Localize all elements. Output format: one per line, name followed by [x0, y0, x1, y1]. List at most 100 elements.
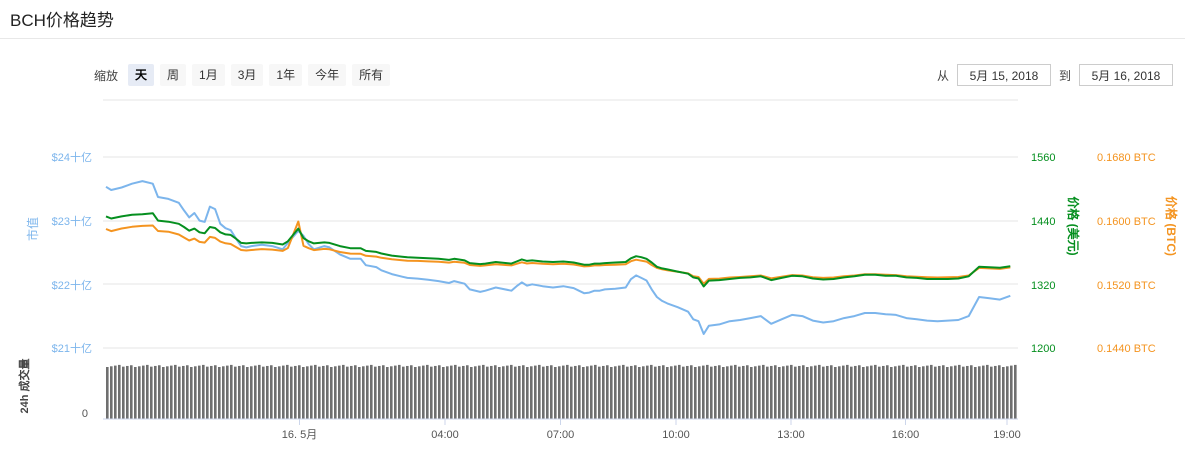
volume-bar: [1010, 365, 1013, 419]
volume-bar: [890, 367, 893, 419]
volume-bar: [286, 364, 289, 419]
volume-bar: [910, 365, 913, 419]
volume-bar: [618, 365, 621, 419]
volume-bar: [842, 365, 845, 419]
volume-bar: [382, 365, 385, 419]
date-range: 从 到: [929, 64, 1173, 86]
btc-price-line: [105, 220, 1011, 285]
btc-tick-label: 0.1440 BTC: [1097, 343, 1156, 355]
x-tick-label: 07:00: [547, 429, 575, 441]
volume-bar: [854, 365, 857, 419]
volume-bar: [154, 365, 157, 419]
volume-bar: [418, 366, 421, 419]
volume-bar: [602, 365, 605, 419]
volume-bar: [766, 366, 769, 419]
volume-bar: [442, 367, 445, 419]
zoom-button-1year[interactable]: 1年: [269, 64, 303, 86]
volume-bar: [342, 364, 345, 419]
volume-bar: [690, 365, 693, 419]
volume-bar: [522, 365, 525, 419]
volume-bar: [770, 365, 773, 419]
volume-bar: [782, 366, 785, 419]
volume-bar: [786, 365, 789, 419]
volume-bar: [610, 367, 613, 419]
zoom-button-day[interactable]: 天: [128, 64, 155, 86]
volume-bar: [458, 366, 461, 419]
zoom-button-all[interactable]: 所有: [352, 64, 391, 86]
volume-bar: [562, 365, 565, 419]
volume-bar: [274, 367, 277, 419]
volume-bar: [238, 365, 241, 419]
volume-bar: [126, 365, 129, 419]
volume-bar: [166, 366, 169, 419]
volume-bar: [1002, 367, 1005, 419]
volume-bar: [518, 365, 521, 419]
volume-bar: [422, 365, 425, 419]
volume-bar: [142, 365, 145, 419]
volume-bar: [590, 365, 593, 419]
volume-bar: [358, 367, 361, 419]
volume-bar: [670, 366, 673, 419]
zoom-button-3month[interactable]: 3月: [230, 64, 264, 86]
volume-bar: [818, 364, 821, 419]
volume-bar: [946, 367, 949, 419]
volume-bar: [778, 367, 781, 419]
volume-bar: [958, 364, 961, 419]
volume-bar: [1006, 366, 1009, 419]
volume-bar: [990, 366, 993, 419]
zoom-button-ytd[interactable]: 今年: [308, 64, 347, 86]
usd-tick-label: 1440: [1031, 216, 1055, 228]
volume-bar: [502, 366, 505, 419]
volume-bar: [446, 366, 449, 419]
to-label: 到: [1058, 68, 1071, 83]
title-divider: [0, 38, 1185, 39]
volume-bar: [686, 365, 689, 419]
volume-bar: [598, 366, 601, 419]
volume-bar: [742, 365, 745, 419]
volume-bar: [278, 366, 281, 419]
volume-bar: [754, 366, 757, 419]
volume-bar: [514, 366, 517, 419]
x-tick-label: 19:00: [993, 429, 1021, 441]
volume-bar: [394, 365, 397, 419]
marketcap-tick-label: $23十亿: [52, 214, 92, 228]
volume-bar: [258, 364, 261, 419]
volume-bar: [962, 366, 965, 419]
volume-bar: [738, 366, 741, 419]
to-date-input[interactable]: [1079, 64, 1173, 86]
marketcap-tick-label: $22十亿: [52, 278, 92, 292]
volume-bar: [794, 366, 797, 419]
volume-bar: [262, 366, 265, 419]
x-tick-label: 16:00: [892, 429, 920, 441]
volume-bar: [354, 365, 357, 419]
volume-bar: [482, 364, 485, 419]
volume-bar: [374, 366, 377, 419]
x-tick-label: 04:00: [431, 429, 459, 441]
volume-bar: [122, 366, 125, 419]
volume-bar: [934, 366, 937, 419]
volume-bar: [406, 365, 409, 419]
volume-bar: [362, 366, 365, 419]
volume-bar: [290, 366, 293, 419]
usd-price-line: [105, 212, 1011, 288]
volume-bar: [162, 367, 165, 419]
volume-bar: [170, 365, 173, 419]
volume-bar: [734, 364, 737, 419]
volume-bar: [874, 364, 877, 419]
volume-bar: [570, 366, 573, 419]
volume-bar: [434, 365, 437, 419]
volume-bar: [242, 365, 245, 419]
from-date-input[interactable]: [956, 64, 1051, 86]
volume-bar: [806, 367, 809, 419]
zoom-button-week[interactable]: 周: [160, 64, 187, 86]
zoom-button-1month[interactable]: 1月: [192, 64, 225, 86]
volume-bar: [302, 367, 305, 419]
volume-bar: [478, 365, 481, 419]
volume-bar: [698, 366, 701, 419]
volume-bar: [534, 365, 537, 419]
volume-bar: [202, 364, 205, 419]
volume-bar: [554, 367, 557, 419]
volume-bar: [826, 365, 829, 419]
volume-bar: [254, 365, 257, 419]
volume-bar: [674, 365, 677, 419]
